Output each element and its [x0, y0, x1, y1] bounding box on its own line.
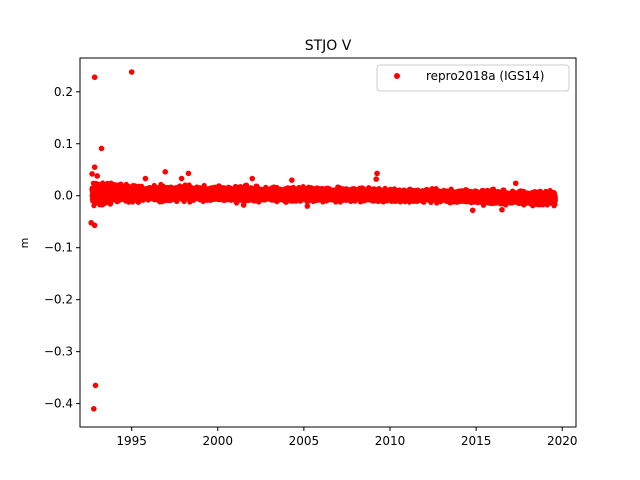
- y-axis-label: m: [18, 238, 31, 249]
- data-points: [88, 69, 558, 412]
- chart-title: STJO V: [305, 38, 352, 54]
